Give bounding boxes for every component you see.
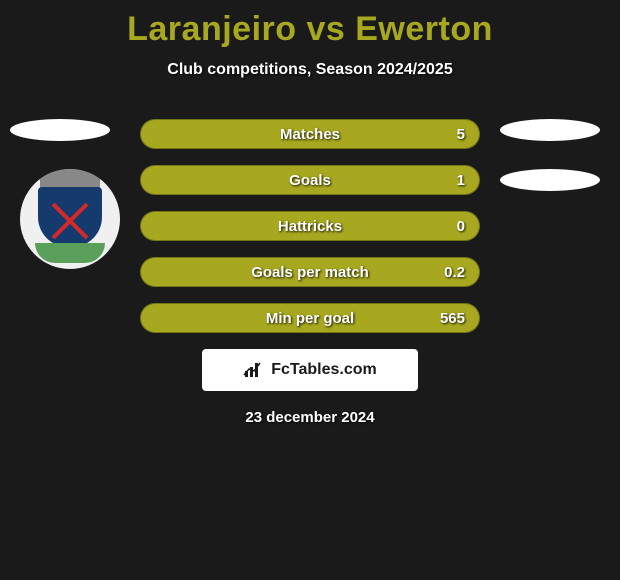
player2-name: Ewerton bbox=[355, 10, 493, 48]
stat-bar-matches: Matches 5 bbox=[140, 119, 480, 149]
stat-bar-goals: Goals 1 bbox=[140, 165, 480, 195]
stat-label: Hattricks bbox=[278, 218, 342, 235]
stat-bar-min-per-goal: Min per goal 565 bbox=[140, 303, 480, 333]
comparison-title: Laranjeiro vs Ewerton bbox=[0, 0, 620, 49]
stat-value: 1 bbox=[457, 172, 465, 189]
stat-bar-goals-per-match: Goals per match 0.2 bbox=[140, 257, 480, 287]
stat-value: 0.2 bbox=[444, 264, 465, 281]
player1-name: Laranjeiro bbox=[127, 10, 296, 48]
logo-text: FcTables.com bbox=[271, 361, 377, 379]
club-badge bbox=[20, 169, 120, 269]
stat-label: Min per goal bbox=[266, 310, 354, 327]
bar-chart-icon bbox=[243, 361, 265, 379]
stat-label: Goals per match bbox=[251, 264, 369, 281]
stat-value: 565 bbox=[440, 310, 465, 327]
placeholder-ellipse-left bbox=[10, 119, 110, 141]
stat-value: 5 bbox=[457, 126, 465, 143]
date-text: 23 december 2024 bbox=[0, 409, 620, 426]
stat-label: Matches bbox=[280, 126, 340, 143]
stat-value: 0 bbox=[457, 218, 465, 235]
fctables-logo[interactable]: FcTables.com bbox=[202, 349, 418, 391]
stat-bars: Matches 5 Goals 1 Hattricks 0 Goals per … bbox=[140, 119, 480, 333]
subtitle: Club competitions, Season 2024/2025 bbox=[0, 61, 620, 79]
vs-text: vs bbox=[306, 10, 345, 48]
placeholder-ellipse-right-1 bbox=[500, 119, 600, 141]
content-area: Matches 5 Goals 1 Hattricks 0 Goals per … bbox=[0, 119, 620, 426]
placeholder-ellipse-right-2 bbox=[500, 169, 600, 191]
stat-bar-hattricks: Hattricks 0 bbox=[140, 211, 480, 241]
stat-label: Goals bbox=[289, 172, 331, 189]
